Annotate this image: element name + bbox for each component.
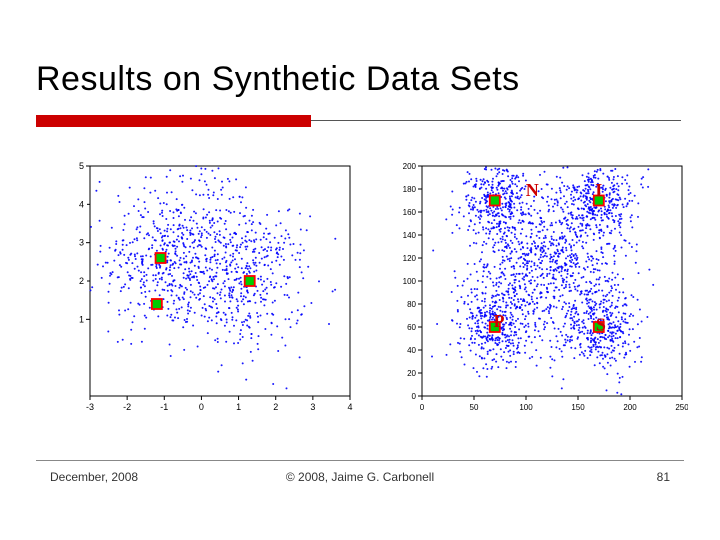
svg-text:120: 120 — [403, 254, 417, 263]
svg-text:100: 100 — [519, 403, 533, 412]
svg-text:40: 40 — [407, 346, 416, 355]
svg-text:80: 80 — [407, 300, 416, 309]
svg-text:150: 150 — [571, 403, 585, 412]
svg-text:1: 1 — [236, 402, 241, 412]
svg-text:2: 2 — [273, 402, 278, 412]
svg-text:3: 3 — [79, 238, 84, 248]
svg-text:-2: -2 — [123, 402, 131, 412]
svg-text:250: 250 — [675, 403, 688, 412]
svg-text:180: 180 — [403, 185, 417, 194]
svg-text:4: 4 — [347, 402, 352, 412]
svg-text:0: 0 — [420, 403, 425, 412]
svg-text:S: S — [596, 314, 606, 334]
svg-text:0: 0 — [412, 392, 417, 401]
svg-text:3: 3 — [310, 402, 315, 412]
svg-text:0: 0 — [199, 402, 204, 412]
slide: Results on Synthetic Data Sets -3-2-1012… — [0, 0, 720, 540]
svg-text:-1: -1 — [160, 402, 168, 412]
svg-text:20: 20 — [407, 369, 416, 378]
accent-bar — [36, 115, 311, 127]
page-title: Results on Synthetic Data Sets — [36, 60, 520, 99]
svg-text:160: 160 — [403, 208, 417, 217]
footer-copyright: © 2008, Jaime G. Carbonell — [0, 470, 720, 484]
svg-text:P: P — [493, 311, 504, 331]
svg-text:200: 200 — [623, 403, 637, 412]
title-underline — [311, 120, 681, 121]
svg-text:5: 5 — [79, 161, 84, 171]
svg-text:-3: -3 — [86, 402, 94, 412]
svg-text:140: 140 — [403, 231, 417, 240]
svg-text:60: 60 — [407, 323, 416, 332]
svg-text:I: I — [595, 180, 602, 200]
svg-text:2: 2 — [79, 276, 84, 286]
scatter-chart-left: -3 -2 -1 0 1 2 3 4 1 3 5 2 4 — [56, 160, 356, 420]
svg-text:N: N — [526, 180, 539, 200]
scatter-chart-right: 0 50 100 150 200 250 0 20 40 60 80 100 120 140 160 180 2… — [388, 160, 688, 420]
svg-text:100: 100 — [403, 277, 417, 286]
svg-text:1: 1 — [79, 314, 84, 324]
footer-rule — [36, 460, 684, 461]
svg-text:200: 200 — [403, 162, 417, 171]
footer-page-number: 81 — [657, 470, 670, 484]
svg-text:50: 50 — [470, 403, 479, 412]
svg-text:4: 4 — [79, 199, 84, 209]
